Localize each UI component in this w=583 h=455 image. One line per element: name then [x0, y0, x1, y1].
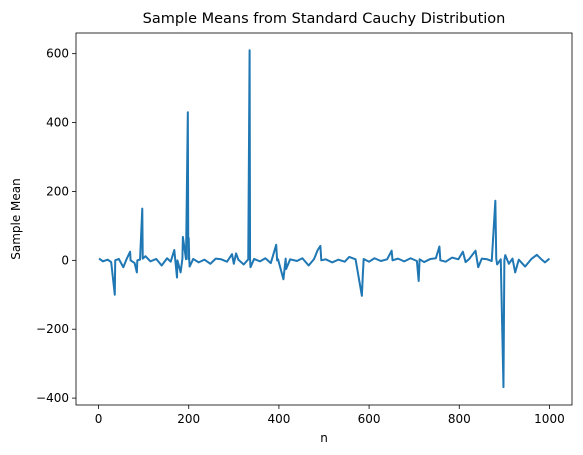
y-axis-label: Sample Mean	[9, 178, 23, 260]
x-tick-label: 1000	[534, 412, 565, 426]
x-tick-label: 400	[267, 412, 290, 426]
series-line	[98, 49, 551, 389]
y-tick-label: 0	[61, 253, 69, 267]
y-tick-label: 400	[46, 116, 69, 130]
x-tick-label: 200	[177, 412, 200, 426]
x-tick-label: 600	[358, 412, 381, 426]
y-tick-label: 200	[46, 184, 69, 198]
x-axis-label: n	[320, 431, 328, 445]
x-axis: 0 200 400 600 800 1000	[95, 405, 565, 426]
chart-title: Sample Means from Standard Cauchy Distri…	[143, 11, 506, 27]
x-tick-label: 800	[448, 412, 471, 426]
y-tick-label: 600	[46, 47, 69, 61]
x-tick-label: 0	[95, 412, 103, 426]
plot-area	[98, 49, 551, 389]
y-axis: −400 −200 0 200 400 600	[36, 47, 76, 405]
plot-frame	[75, 32, 573, 406]
y-tick-label: −200	[36, 322, 69, 336]
y-tick-label: −400	[36, 391, 69, 405]
